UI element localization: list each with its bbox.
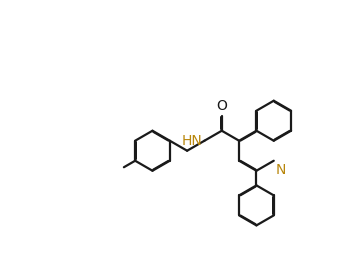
Text: N: N — [276, 163, 286, 177]
Text: HN: HN — [182, 134, 203, 148]
Text: O: O — [216, 99, 227, 113]
